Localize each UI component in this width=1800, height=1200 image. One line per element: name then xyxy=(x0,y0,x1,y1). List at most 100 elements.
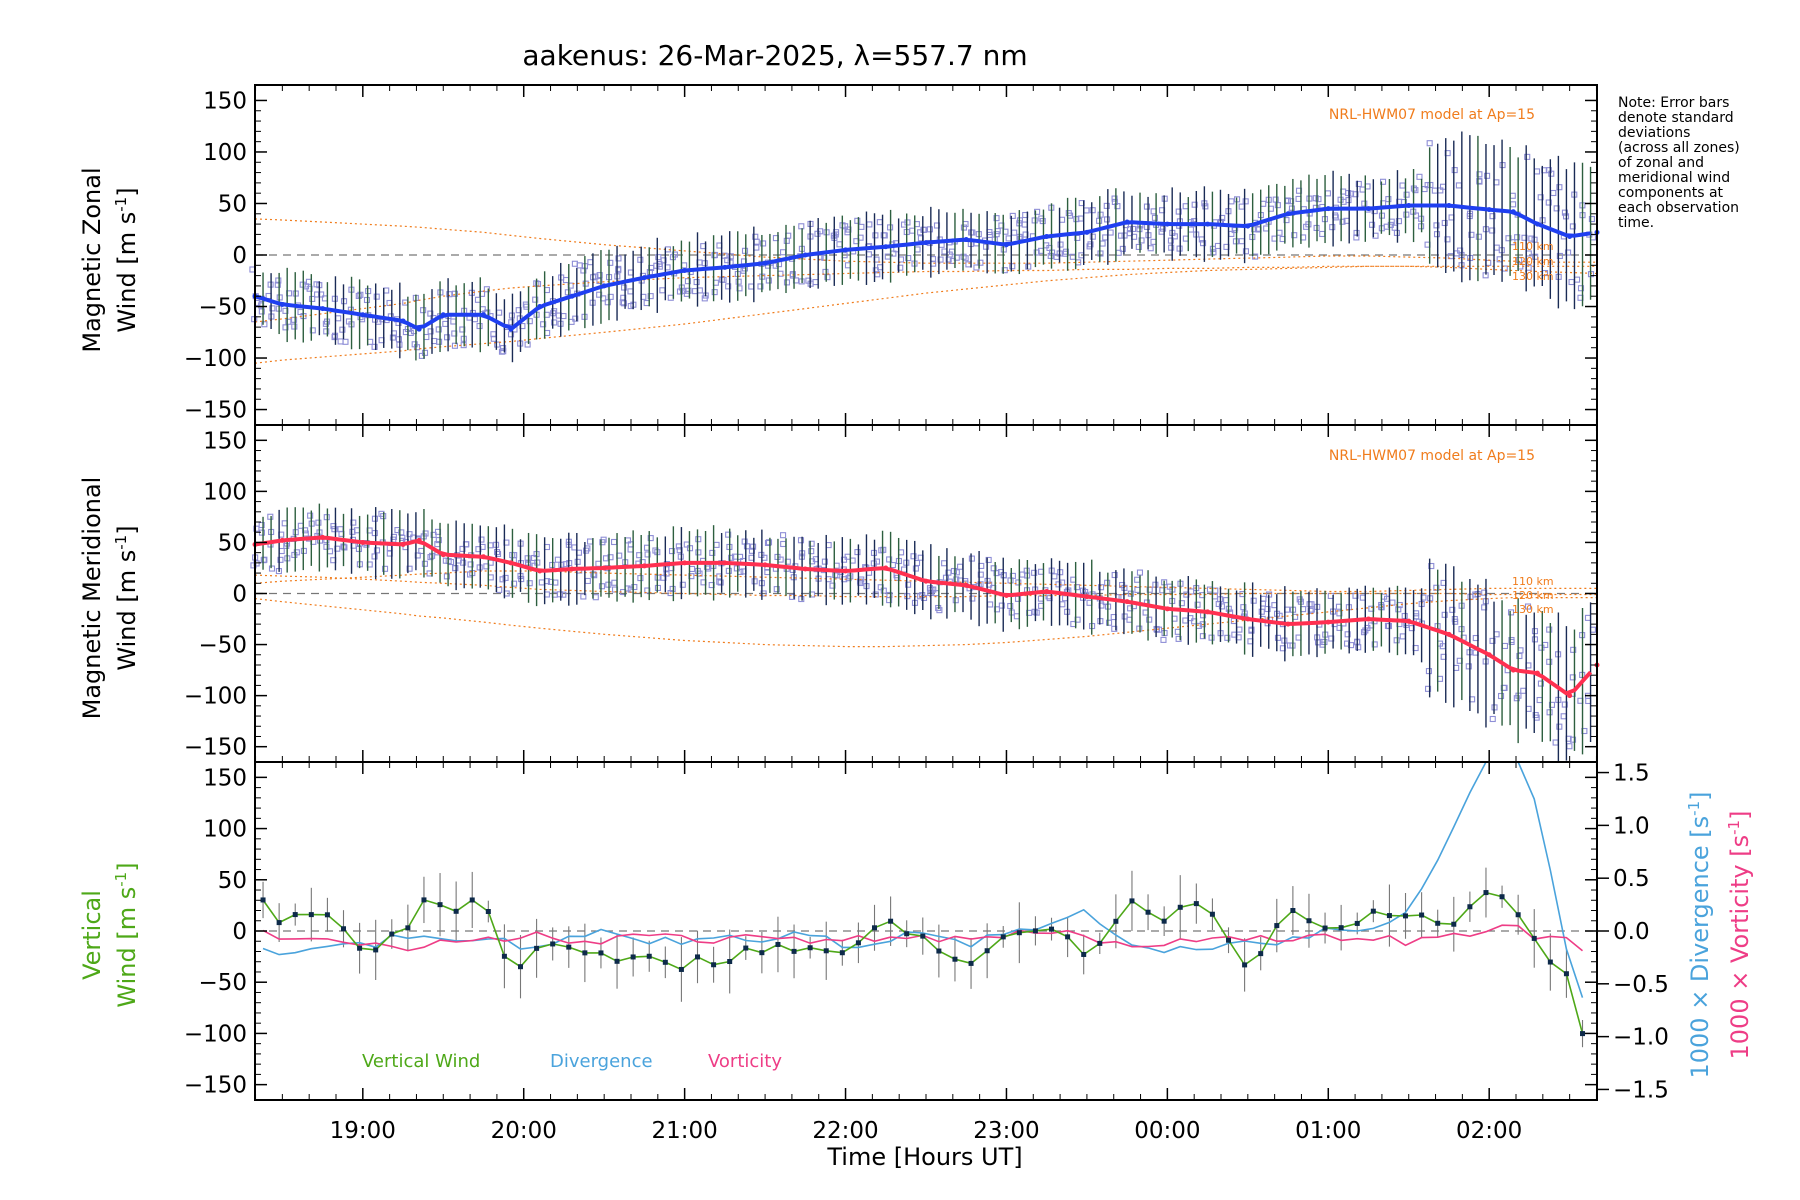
vertical-ylabel-unit: Wind [m s-1] xyxy=(112,862,141,1007)
vertical-wind-point xyxy=(839,950,845,956)
meridional-scatter-point xyxy=(1098,602,1105,609)
vertical-wind-point xyxy=(1483,890,1489,896)
meridional-scatter-point xyxy=(1208,634,1215,641)
zonal-scatter-point xyxy=(355,292,362,299)
zonal-wind-point xyxy=(1245,223,1251,229)
zonal-scatter-point xyxy=(1102,234,1109,241)
meridional-wind-point xyxy=(1406,618,1412,624)
meridional-scatter-point xyxy=(998,602,1005,609)
zonal-scatter-point xyxy=(413,344,421,351)
meridional-scatter-point xyxy=(1031,608,1038,615)
zonal-scatter-point xyxy=(483,286,490,293)
meridional-scatter-point xyxy=(1296,596,1303,603)
meridional-scatter-point xyxy=(845,575,852,582)
meridional-wind-point xyxy=(923,578,929,584)
zonal-scatter-point xyxy=(1021,221,1028,228)
vertical-wind-point xyxy=(920,933,926,939)
meridional-scatter-point xyxy=(695,536,702,543)
meridional-scatter-point xyxy=(808,540,815,547)
meridional-scatter-point xyxy=(780,532,787,539)
zonal-ytick-label: 150 xyxy=(203,88,247,114)
zonal-scatter-point xyxy=(1441,219,1448,227)
y2-tick-label: 0.5 xyxy=(1613,866,1650,892)
vertical-ytick-label: 100 xyxy=(203,817,247,843)
zonal-scatter-point xyxy=(1403,211,1410,218)
meridional-scatter-point xyxy=(494,550,502,558)
vertical-wind-point xyxy=(759,950,765,956)
zonal-scatter-point xyxy=(765,277,772,284)
zonal-scatter-point xyxy=(1514,234,1521,241)
vertical-wind-point xyxy=(936,948,942,954)
meridional-scatter-point xyxy=(780,540,787,548)
vertical-wind-point xyxy=(646,953,652,959)
vertical-wind-point xyxy=(1193,901,1199,907)
zonal-wind-point xyxy=(963,237,969,243)
zonal-wind-point xyxy=(1003,242,1009,248)
meridional-scatter-point xyxy=(1224,634,1231,641)
zonal-wind-point xyxy=(1164,221,1170,227)
meridional-scatter-point xyxy=(725,567,732,574)
meridional-scatter-point xyxy=(952,597,959,604)
meridional-scatter-point xyxy=(526,580,533,587)
meridional-scatter-point xyxy=(496,586,503,593)
zonal-scatter-point xyxy=(905,255,912,262)
meridional-wind-point xyxy=(641,563,647,569)
meridional-scatter-point xyxy=(1199,633,1206,640)
vertical-wind-point xyxy=(1145,909,1151,915)
vertical-wind-point xyxy=(1306,918,1312,924)
zonal-scatter-point xyxy=(872,232,879,239)
zonal-scatter-point xyxy=(1457,247,1464,254)
vertical-wind-point xyxy=(566,944,572,950)
zonal-scatter-point xyxy=(647,293,654,300)
zonal-scatter-point xyxy=(748,283,755,290)
zonal-scatter-point xyxy=(1569,223,1576,230)
meridional-scatter-point xyxy=(371,530,378,537)
meridional-scatter-point xyxy=(595,560,602,567)
meridional-scatter-point xyxy=(1175,635,1182,642)
zonal-model-label: NRL-HWM07 model at Ap=15 xyxy=(1329,107,1535,123)
zonal-scatter-point xyxy=(1150,238,1157,245)
meridional-scatter-point xyxy=(1546,626,1553,633)
meridional-scatter-point xyxy=(538,579,545,586)
zonal-scatter-point xyxy=(1228,198,1235,205)
vertical-wind-point xyxy=(1290,908,1296,914)
meridional-scatter-point xyxy=(713,541,720,548)
meridional-scatter-point xyxy=(1258,608,1265,615)
zonal-scatter-point xyxy=(693,278,700,286)
zonal-scatter-point xyxy=(1426,140,1433,147)
meridional-scatter-point xyxy=(926,585,934,592)
zonal-wind-panel: −150 −100 −50 0 50 100 150 NRL-HWM07 model at … xyxy=(78,84,1600,426)
meridional-wind-point xyxy=(1205,609,1211,615)
zonal-scatter-point xyxy=(1403,191,1410,198)
zonal-scatter-point xyxy=(1159,225,1167,232)
meridional-scatter-point xyxy=(1389,599,1396,606)
zonal-scatter-point xyxy=(580,267,587,274)
zonal-scatter-point xyxy=(1319,230,1326,238)
meridional-wind-point xyxy=(360,539,366,545)
meridional-ylabel-unit: Wind [m s-1] xyxy=(112,525,141,670)
vertical-wind-point xyxy=(598,950,604,956)
zonal-scatter-point xyxy=(507,331,515,338)
zonal-scatter-point xyxy=(1533,168,1541,175)
meridional-wind-point xyxy=(682,560,688,566)
meridional-scatter-point xyxy=(511,552,518,559)
vertical-wind-point xyxy=(308,912,314,918)
vertical-wind-point xyxy=(888,918,894,924)
meridional-scatter-point xyxy=(668,548,676,555)
zonal-scatter-point xyxy=(655,254,662,261)
meridional-scatter-point xyxy=(1531,628,1539,635)
meridional-scatter-point xyxy=(717,579,724,586)
meridional-scatter-point xyxy=(1136,625,1143,632)
meridional-scatter-point xyxy=(277,556,284,563)
zonal-scatter-point xyxy=(1288,205,1296,212)
meridional-wind-point xyxy=(1486,652,1492,658)
meridional-wind-point xyxy=(537,568,543,574)
meridional-wind-point xyxy=(722,560,728,566)
zonal-model-km-120: 120 km xyxy=(1512,255,1554,268)
meridional-scatter-point xyxy=(1489,715,1496,723)
zonal-scatter-point xyxy=(1568,278,1575,286)
vertical-wind-point xyxy=(453,908,459,914)
chart-title: aakenus: 26-Mar-2025, λ=557.7 nm xyxy=(522,39,1027,72)
zonal-scatter-point xyxy=(1135,243,1142,250)
meridional-scatter-point xyxy=(683,541,690,548)
